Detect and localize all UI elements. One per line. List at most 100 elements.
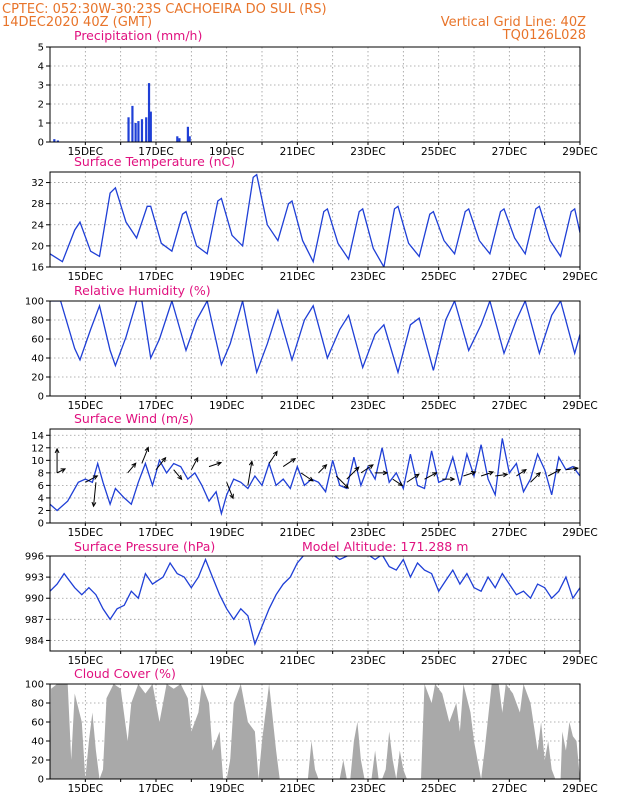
precip-bar [176,136,179,142]
wind-vector-head [343,483,350,489]
wind-vector-head [449,476,456,482]
pres-xtick-label: 25DEC [421,655,456,667]
wind-vector [406,473,420,483]
wind-series-line [50,438,580,517]
wind-vector-head [470,470,477,476]
wind-vector-head [272,450,278,456]
cloud-xtick-label: 29DEC [562,783,597,795]
rh-ytick-label: 60 [31,335,44,346]
wind-vector [360,464,374,474]
wind-vector [480,471,494,477]
wind-vector [190,457,199,470]
cloud-ytick-label: 100 [25,680,44,691]
rh-series-line [50,301,580,375]
wind-xtick-label: 15DEC [68,527,103,539]
wind-xtick-label: 29DEC [562,527,597,539]
precip-ytick-label: 3 [38,81,44,92]
wind-ytick-label: 10 [31,456,44,467]
precipitation-panel: Precipitation (mm/h) 0 1 2 3 4 5 15DEC 17DEC 19D… [38,28,598,158]
temp-ytick-label: 28 [31,199,44,210]
cloud-ytick-label: 40 [31,737,44,748]
temp-xtick-label: 19DEC [209,271,244,283]
wind-vector [127,462,137,474]
temp-xtick-label: 27DEC [492,271,527,283]
wind-ytick-label: 6 [38,481,44,492]
precip-bar [140,119,144,142]
rh-xtick-label: 25DEC [421,400,456,412]
temp-ytick-label: 20 [31,241,44,252]
pres-xtick-label: 27DEC [492,655,527,667]
header-date: 14DEC2020 40Z (GMT) [2,15,152,30]
wind-vector [173,469,183,480]
wind-vector-head [229,493,234,500]
wind-vector-head [555,469,562,474]
wind-vector [516,469,527,477]
wind-ytick-label: 14 [31,431,44,442]
wind-vector-head [322,464,328,470]
model-altitude-label: Model Altitude: 171.288 m [302,539,468,554]
wind-vector [56,468,66,474]
wind-vector-head [535,471,541,478]
wind-vector-head [573,466,580,472]
wind-vector [268,451,278,464]
temp-xtick-label: 23DEC [350,271,385,283]
wind-vector [565,467,578,471]
wind-vector [495,473,508,477]
cloud-xtick-label: 25DEC [421,783,456,795]
wind-ytick-label: 0 [38,519,44,530]
cloud-xtick-label: 19DEC [209,783,244,795]
pres-series-line [50,556,580,647]
wind-ytick-label: 4 [38,493,44,504]
header-model-code: TQ0126L028 [502,28,586,43]
wind-vector-head [92,475,99,480]
wind-xtick-label: 17DEC [138,527,173,539]
precip-ytick-label: 0 [38,138,44,149]
rh-xtick-label: 27DEC [492,400,527,412]
wind-vector [530,472,541,483]
wind-vector [318,464,327,474]
rh-xtick-label: 29DEC [562,400,597,412]
temp-xtick-label: 25DEC [421,271,456,283]
cloud-xtick-label: 17DEC [138,783,173,795]
precip-bar [186,126,189,142]
wind-xtick-label: 27DEC [492,527,527,539]
temp-frame [49,171,581,268]
temp-ytick-label: 32 [31,178,44,189]
temp-xtick-label: 21DEC [280,271,315,283]
cloud-xtick-label: 21DEC [280,783,315,795]
wind-vector-head [368,464,374,469]
temperature-panel: Surface Temperature (nC) 16 20 24 28 32 15DEC… [31,154,597,283]
pres-xtick-label: 17DEC [138,655,173,667]
precip-ytick-label: 1 [38,119,44,130]
cloud-xtick-label: 15DEC [68,783,103,795]
wind-vector-head [290,457,297,463]
wind-vector [300,472,314,482]
cloud-ytick-label: 60 [31,718,44,729]
wind-vector-head [354,466,360,472]
pres-xtick-label: 19DEC [209,655,244,667]
precip-bar [56,140,59,142]
wind-vector-head [161,456,167,463]
wind-vector [392,478,403,486]
precipitation-title: Precipitation (mm/h) [74,28,202,43]
rh-ytick-label: 80 [31,316,44,327]
rh-frame [49,300,581,397]
wind-xtick-label: 21DEC [280,527,315,539]
wind-vector [141,447,149,464]
wind-xtick-label: 25DEC [421,527,456,539]
precip-xtick-label: 17DEC [138,146,173,158]
precip-bar [149,111,152,142]
cloud-cover-title: Cloud Cover (%) [74,666,176,681]
precip-bar [147,83,151,142]
precip-bar [53,139,56,142]
wind-vector-head [414,473,420,479]
precip-ytick-label: 4 [38,62,44,73]
wind-vector-head [193,456,199,463]
precip-ytick-label: 2 [38,100,44,111]
precip-ytick-label: 5 [38,43,44,54]
wind-vector-head [91,501,97,508]
wind-title: Surface Wind (m/s) [74,411,194,426]
rh-ytick-label: 0 [38,392,44,403]
precip-xtick-label: 27DEC [492,146,527,158]
